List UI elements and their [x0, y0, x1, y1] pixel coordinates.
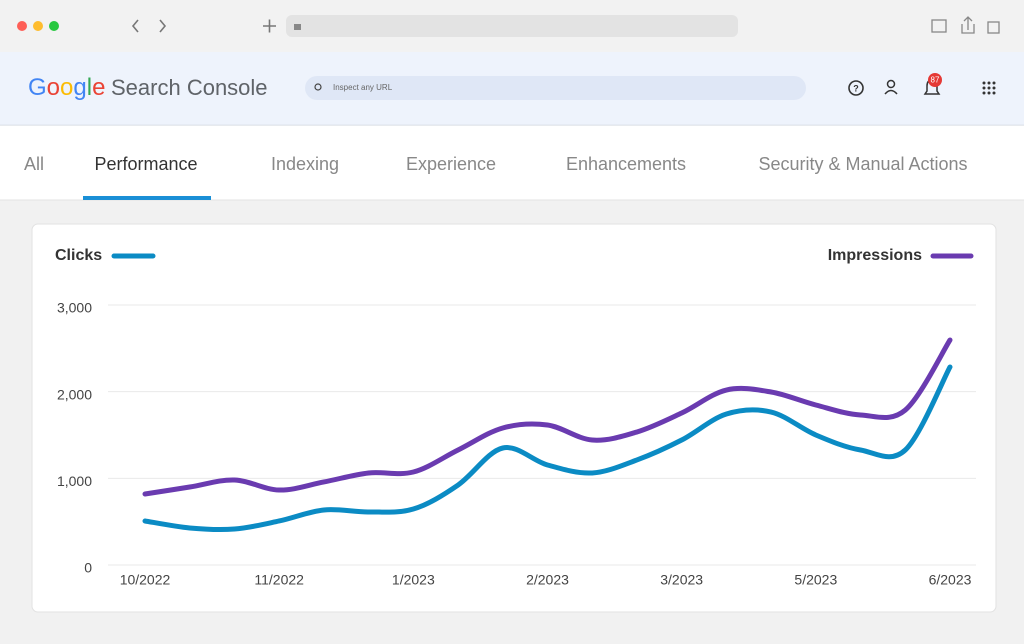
- y-tick-label: 3,000: [57, 300, 92, 316]
- apps-icon[interactable]: [982, 81, 996, 95]
- series-line: [142, 337, 953, 497]
- share-icon[interactable]: [961, 16, 975, 34]
- tab[interactable]: Indexing: [271, 154, 339, 174]
- tab[interactable]: All: [24, 154, 44, 174]
- lock-icon: [294, 24, 301, 30]
- back-button[interactable]: [131, 19, 139, 33]
- y-tick-label: 0: [84, 560, 92, 576]
- notification-count: 87: [931, 76, 940, 85]
- reader-icon[interactable]: [931, 19, 947, 33]
- close-button[interactable]: [17, 21, 27, 31]
- tabs-icon[interactable]: [987, 21, 1000, 34]
- chart-card: [31, 223, 997, 613]
- new-tab-button[interactable]: [263, 19, 276, 33]
- legend-label: Clicks: [55, 247, 102, 264]
- tab-indicator: [83, 196, 211, 200]
- x-tick-label: 3/2023: [660, 572, 703, 588]
- help-icon[interactable]: [848, 80, 864, 96]
- y-tick-label: 2,000: [57, 386, 92, 402]
- tab[interactable]: Security & Manual Actions: [758, 154, 967, 174]
- tab[interactable]: Enhancements: [566, 154, 686, 174]
- x-tick-label: 11/2022: [254, 572, 304, 588]
- tab[interactable]: Performance: [94, 154, 197, 174]
- x-tick-label: 1/2023: [392, 572, 435, 588]
- x-tick-label: 5/2023: [794, 572, 837, 588]
- search-icon: [314, 83, 322, 91]
- x-tick-label: 2/2023: [526, 572, 569, 588]
- help-glyph: ?: [853, 83, 859, 93]
- tab-bar: [0, 126, 1024, 200]
- address-bar[interactable]: [286, 15, 738, 37]
- y-tick-label: 1,000: [57, 473, 92, 489]
- series-line: [142, 364, 953, 533]
- minimize-button[interactable]: [33, 21, 43, 31]
- search-box[interactable]: [305, 76, 806, 100]
- maximize-button[interactable]: [49, 21, 59, 31]
- x-tick-label: 6/2023: [929, 572, 972, 588]
- product-name: Search Console: [111, 75, 268, 100]
- forward-button[interactable]: [159, 19, 167, 33]
- tab[interactable]: Experience: [406, 154, 496, 174]
- search-placeholder: Inspect any URL: [333, 83, 393, 92]
- notification-badge: [928, 73, 942, 87]
- account-icon[interactable]: [886, 79, 896, 89]
- logo: Google: [28, 74, 105, 101]
- legend-label: Impressions: [828, 247, 922, 264]
- x-tick-label: 10/2022: [120, 572, 171, 588]
- account-body: [884, 89, 898, 95]
